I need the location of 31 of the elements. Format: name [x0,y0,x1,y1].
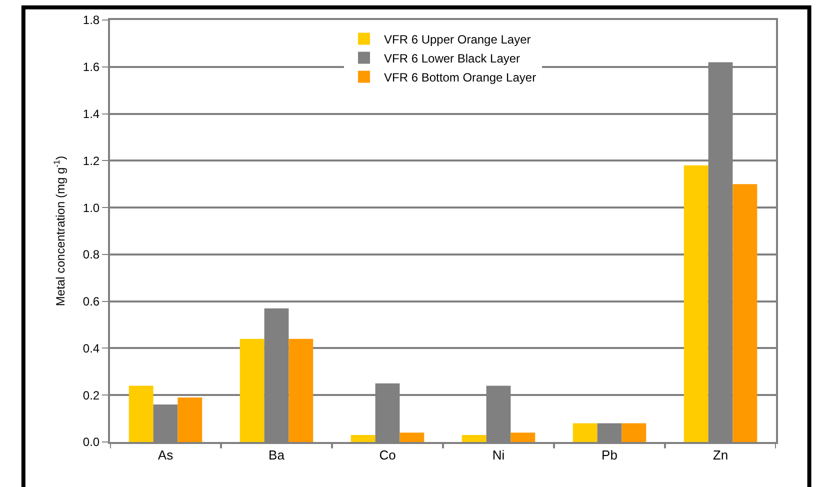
y-tick-label: 0.2 [82,388,100,402]
legend-label: VFR 6 Lower Black Layer [384,51,520,66]
y-tick-label: 1.8 [82,13,100,28]
bar [288,338,314,442]
legend-label: VFR 6 Bottom Orange Layer [384,70,536,84]
bar [128,386,154,442]
x-tick-label: Ba [268,448,286,463]
bar [462,434,486,442]
y-tick-label: 1.6 [82,60,100,74]
y-tick-label: 0.4 [82,341,100,356]
bar [684,165,708,442]
bar [400,432,424,442]
bar [572,423,598,442]
bar [240,338,264,442]
text: 0.0 [82,435,100,450]
bar [178,397,202,442]
bar [510,432,536,442]
x-tick-label: Pb [602,448,618,463]
x-tick-label: Co [379,448,396,463]
y-tick-label: 0.6 [82,294,100,309]
x-tick-label: As [158,448,174,463]
x-tick-label: Ni [492,448,505,463]
legend-label: VFR 6 Upper Orange Layer [384,32,531,46]
y-tick-label: 1.4 [82,106,100,121]
bar [732,184,758,442]
bar [350,434,376,442]
y-tick-label: 0.8 [82,248,100,262]
bar [622,423,646,442]
text: 1.0 [82,200,100,215]
y-tick-label: 1.2 [82,154,100,168]
x-tick-label: Zn [712,448,728,463]
